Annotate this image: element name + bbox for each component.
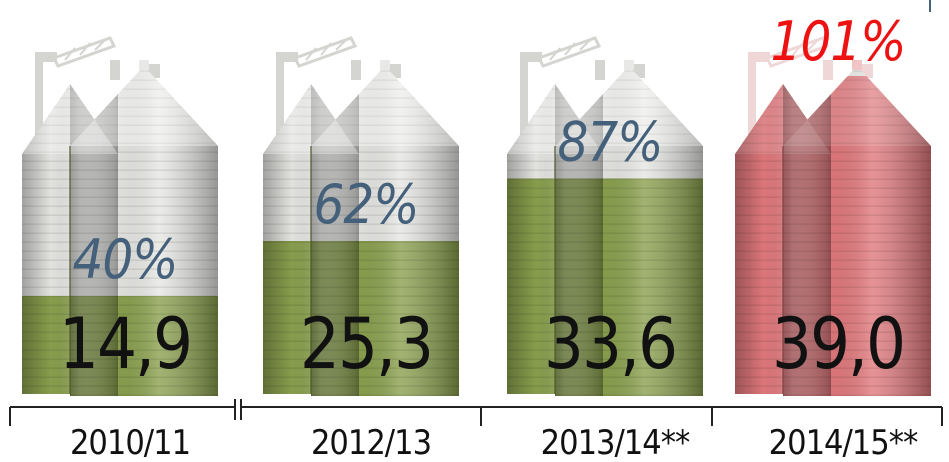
value-label: 25,3 (300, 303, 432, 385)
silo (735, 36, 931, 396)
conveyor-frame (35, 36, 160, 140)
x-tick-label: 2012/13 (311, 423, 431, 462)
fill-percent-label: 62% (314, 173, 419, 236)
x-tick-label: 2014/15** (769, 423, 918, 462)
value-label: 33,6 (544, 303, 676, 385)
x-tick-label: 2013/14** (541, 423, 690, 462)
fill-percent-label: 101% (771, 10, 906, 73)
silo (22, 36, 218, 396)
value-label: 39,0 (772, 303, 904, 385)
fill-percent-label: 87% (558, 111, 663, 174)
fill-percent-label: 40% (73, 228, 178, 291)
silo (507, 36, 703, 396)
x-tick-label: 2010/11 (70, 423, 190, 462)
conveyor-frame (276, 36, 401, 140)
value-label: 14,9 (59, 303, 191, 385)
x-axis: 2010/11 2012/13 2013/14** 2014/15** (9, 398, 943, 462)
conveyor-frame (520, 36, 645, 140)
axis-break-mark (234, 398, 242, 420)
silo-group: 40% 14,9 62% 25,3 87% 33,6 101% 39,0 (22, 0, 931, 396)
silo (263, 36, 459, 396)
